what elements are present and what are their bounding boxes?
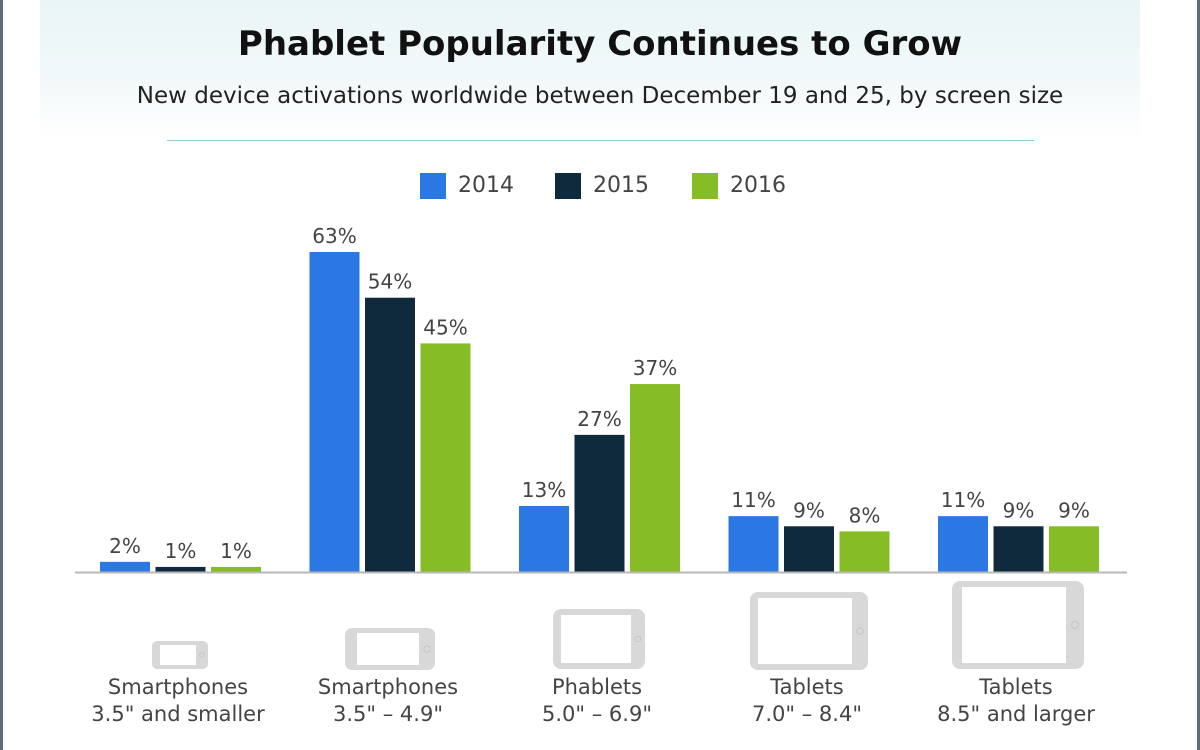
category-name: Phablets: [551, 675, 643, 699]
category-name: Smartphones: [317, 675, 459, 699]
device-home-button: [423, 645, 431, 653]
category-range: 5.0" – 6.9": [542, 702, 652, 726]
data-label: 27%: [577, 407, 621, 431]
legend-swatch-2014: [420, 173, 446, 199]
data-label: 9%: [1058, 498, 1090, 522]
phone-icon: [345, 628, 435, 670]
bar-2016: [211, 566, 261, 572]
bar-2015: [993, 526, 1044, 572]
data-label: 63%: [312, 224, 356, 248]
legend-label-2015: 2015: [593, 173, 649, 198]
data-label: 2%: [109, 534, 141, 558]
phone-small-icon: [152, 641, 208, 669]
bar-2014: [309, 252, 360, 572]
category-name: Smartphones: [107, 675, 249, 699]
bar-2016: [420, 343, 471, 572]
data-label: 11%: [941, 488, 985, 512]
phablet-icon: [553, 609, 645, 669]
legend-label-2014: 2014: [458, 173, 514, 198]
device-screen: [357, 633, 419, 665]
header-background: [40, 0, 1140, 140]
data-label: 9%: [793, 498, 825, 522]
data-label: 1%: [165, 539, 197, 563]
tablet-large-icon: [952, 581, 1084, 669]
category-range: 3.5" and smaller: [91, 702, 265, 726]
device-screen: [160, 645, 196, 665]
category-name: Tablets: [770, 675, 844, 699]
bar-2014: [938, 516, 988, 572]
data-label: 45%: [423, 315, 467, 339]
device-home-button: [856, 627, 864, 635]
category-label: Smartphones 3.5" and smaller: [73, 674, 283, 728]
category-label: Tablets 7.0" – 8.4": [702, 674, 912, 728]
bar-2015: [574, 434, 625, 572]
bar-2014: [728, 516, 779, 572]
category-label: Smartphones 3.5" – 4.9": [283, 674, 493, 728]
category-range: 3.5" – 4.9": [333, 702, 443, 726]
category-name: Tablets: [979, 675, 1053, 699]
chart-title: Phablet Popularity Continues to Grow: [237, 24, 963, 64]
data-label: 37%: [633, 356, 677, 380]
data-label: 54%: [368, 270, 412, 294]
category-label: Tablets 8.5" and larger: [911, 674, 1121, 728]
bar-2015: [365, 297, 415, 572]
bar-2014: [100, 561, 150, 572]
header-divider: [167, 140, 1034, 141]
device-home-button: [199, 651, 206, 658]
device-home-button: [1070, 620, 1080, 630]
device-home-button: [634, 635, 642, 643]
data-label: 13%: [522, 478, 566, 502]
category-range: 8.5" and larger: [937, 702, 1095, 726]
chart-subtitle: New device activations worldwide between…: [136, 83, 1064, 109]
device-screen: [561, 615, 631, 663]
bar-2016: [839, 531, 890, 572]
category-range: 7.0" – 8.4": [752, 702, 862, 726]
bar-2016: [630, 384, 680, 572]
bar-2015: [155, 566, 206, 572]
data-label: 1%: [220, 539, 252, 563]
data-label: 8%: [849, 503, 881, 527]
bar-2015: [784, 526, 834, 572]
tablet-small-icon: [750, 592, 868, 670]
bar-2016: [1049, 526, 1099, 572]
data-label: 11%: [731, 488, 775, 512]
category-label: Phablets 5.0" – 6.9": [492, 674, 702, 728]
data-label: 9%: [1003, 498, 1035, 522]
legend-swatch-2016: [692, 173, 718, 199]
device-screen: [962, 587, 1066, 663]
legend-label-2016: 2016: [730, 173, 786, 198]
legend-swatch-2015: [555, 173, 581, 199]
device-screen: [758, 598, 852, 664]
bar-2014: [519, 505, 569, 572]
